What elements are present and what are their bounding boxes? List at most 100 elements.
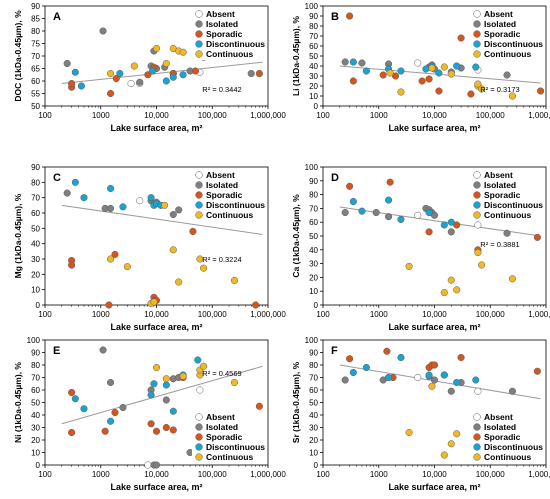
legend-label: Sporadic (206, 190, 243, 200)
legend-marker (195, 10, 203, 18)
data-point-continuous (478, 85, 486, 93)
legend: AbsentIsolatedSporadicDiscontinuousConti… (192, 8, 266, 60)
legend-label: Discontinuous (206, 200, 265, 210)
x-axis-title: Lake surface area, m² (110, 482, 202, 492)
data-point-continuous (508, 275, 516, 283)
data-point-isolated (136, 78, 144, 86)
y-tick-label: 40 (31, 240, 40, 249)
data-point-sporadic (533, 367, 541, 375)
data-point-continuous (169, 246, 177, 254)
y-tick-label: 30 (31, 255, 40, 264)
data-point-continuous (200, 362, 208, 370)
y-tick-label: 40 (309, 246, 318, 255)
data-point-discontinuous (362, 363, 370, 372)
data-point-continuous (453, 430, 461, 438)
data-point-isolated (107, 378, 115, 387)
x-tick-label: 1,000,000 (250, 470, 286, 479)
y-tick-label: 100 (305, 2, 319, 11)
data-point-sporadic (425, 75, 433, 83)
trend-line (61, 204, 263, 235)
data-point-continuous (405, 428, 413, 437)
data-point-continuous (230, 276, 238, 285)
data-point-sporadic (169, 426, 177, 434)
data-point-sporadic (435, 87, 443, 95)
y-tick-label: 50 (309, 52, 318, 61)
legend-label: Discontinuous (484, 39, 543, 49)
legend-marker (473, 211, 481, 219)
data-point-continuous (230, 378, 238, 387)
x-tick-label: 100,000 (476, 310, 505, 319)
data-point-sporadic (346, 12, 354, 20)
data-point-discontinuous (447, 218, 455, 226)
panel-letter: D (331, 172, 339, 184)
data-point-absent (414, 211, 422, 219)
x-tick-label: 1000 (92, 111, 110, 120)
y-tick-label: 60 (309, 218, 318, 227)
data-point-discontinuous (349, 368, 357, 377)
x-tick-label: 10,000 (422, 310, 447, 319)
data-point-continuous (386, 69, 394, 77)
data-point-discontinuous (349, 197, 357, 206)
legend-marker (195, 423, 203, 431)
x-tick-label: 100 (316, 111, 330, 120)
data-point-discontinuous (362, 67, 370, 75)
x-tick-label: 100,000 (198, 111, 227, 120)
y-tick-label: 80 (31, 27, 40, 36)
data-point-discontinuous (80, 194, 88, 202)
panel-e: 0 10 20 30 40 50 60 70 80 90 100 100 1000 10,000 100,0… (13, 336, 286, 492)
y-tick-label: 40 (309, 62, 318, 71)
panel-c: 0 10 20 30 40 50 60 70 80 90 100 1000 10,000 100,000 1… (13, 163, 286, 332)
legend-box (470, 411, 544, 463)
legend: AbsentIsolatedSporadicDiscontinuousConti… (470, 169, 544, 221)
data-point-absent (136, 197, 144, 205)
legend-marker (195, 433, 203, 441)
legend-marker (473, 201, 481, 209)
y-tick-label: 90 (31, 2, 40, 11)
data-point-sporadic (111, 408, 119, 417)
data-point-discontinuous (472, 376, 480, 384)
data-point-isolated (447, 387, 455, 395)
legend-marker (195, 40, 203, 48)
y-tick-label: 20 (31, 436, 40, 445)
data-point-continuous (162, 375, 170, 383)
data-point-discontinuous (119, 203, 127, 211)
data-point-discontinuous (107, 417, 115, 425)
panel-a: 50 55 60 65 70 75 80 85 90 100 1000 10,000 100,000 1,… (13, 2, 286, 133)
data-point-discontinuous (440, 371, 448, 379)
data-point-sporadic (418, 77, 426, 85)
data-point-continuous (107, 69, 115, 78)
data-point-continuous (405, 262, 413, 270)
legend-box (470, 169, 544, 221)
data-point-discontinuous (349, 58, 357, 66)
data-point-isolated (99, 27, 107, 35)
y-tick-label: 90 (31, 349, 40, 358)
data-point-continuous (200, 264, 208, 272)
x-tick-label: 10,000 (422, 111, 447, 120)
data-point-continuous (107, 255, 115, 263)
data-point-isolated (503, 229, 511, 237)
x-tick-label: 1,000,000 (528, 310, 550, 319)
data-point-discontinuous (425, 371, 433, 379)
data-point-continuous (196, 255, 204, 263)
data-point-sporadic (101, 427, 109, 435)
r-squared-label: R² = 0.4569 (202, 369, 241, 378)
data-point-discontinuous (77, 82, 85, 90)
y-tick-label: 30 (309, 260, 318, 269)
y-tick-label: 80 (309, 22, 318, 31)
legend-marker (195, 201, 203, 209)
y-tick-label: 60 (31, 386, 40, 395)
data-point-continuous (150, 298, 158, 306)
data-point-discontinuous (385, 196, 393, 204)
data-point-discontinuous (194, 356, 202, 364)
legend-marker (195, 171, 203, 179)
y-tick-label: 80 (309, 361, 318, 370)
data-point-isolated (162, 396, 170, 404)
data-point-isolated (503, 71, 511, 79)
data-point-isolated (385, 213, 393, 221)
y-tick-label: 80 (309, 191, 318, 200)
data-point-sporadic (189, 227, 197, 235)
data-point-discontinuous (116, 69, 124, 78)
data-point-continuous (453, 286, 461, 294)
data-point-absent (474, 387, 482, 395)
data-point-discontinuous (453, 62, 461, 70)
